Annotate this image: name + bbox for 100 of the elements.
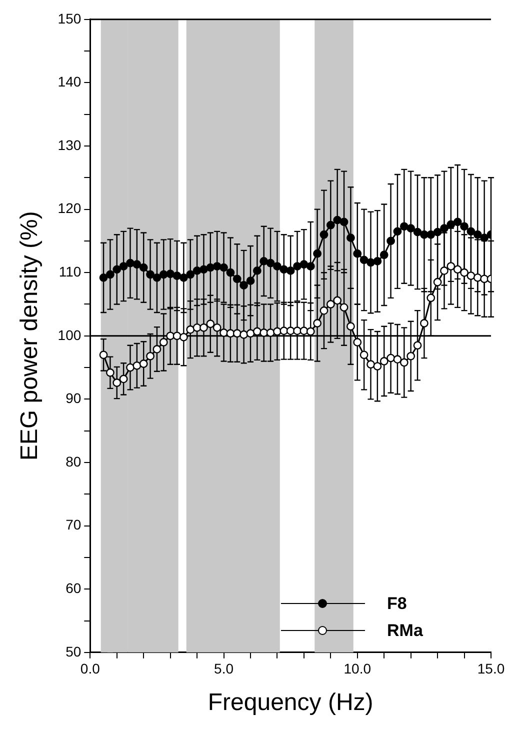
point	[172, 332, 182, 340]
point	[300, 260, 308, 269]
x-tick-label: 15.0	[477, 660, 505, 677]
point	[119, 262, 128, 270]
y-tick-label: 50	[66, 643, 82, 660]
y-tick-label: 110	[58, 263, 82, 280]
point	[406, 352, 416, 360]
point	[480, 274, 489, 284]
point	[226, 268, 235, 277]
y-tick-label: 150	[58, 10, 82, 26]
point	[380, 357, 388, 366]
point	[206, 320, 215, 328]
point	[386, 236, 395, 246]
point	[333, 296, 342, 305]
point	[340, 303, 348, 312]
point	[293, 326, 302, 336]
point	[106, 270, 114, 279]
point	[426, 294, 436, 302]
point	[353, 338, 362, 346]
point	[366, 360, 375, 369]
point	[433, 278, 442, 286]
point	[306, 262, 315, 270]
point	[179, 273, 188, 282]
point	[159, 270, 168, 279]
point	[466, 272, 476, 280]
point	[132, 260, 142, 269]
legend-label: RMa	[387, 620, 423, 641]
point	[152, 344, 162, 354]
y-axis-title: EEG power density (%)	[16, 211, 44, 461]
point	[212, 323, 222, 332]
point	[373, 257, 382, 266]
point	[152, 273, 162, 282]
point	[112, 265, 122, 274]
point	[400, 222, 408, 231]
y-tick-label: 130	[58, 136, 82, 153]
point	[146, 270, 154, 279]
point	[200, 323, 208, 332]
point	[192, 323, 202, 332]
point	[320, 230, 328, 239]
point	[413, 228, 422, 236]
point	[306, 327, 315, 336]
point	[326, 300, 335, 308]
point	[366, 258, 375, 267]
x-tick-label: 5.0	[214, 660, 234, 677]
point	[139, 360, 148, 368]
x-axis-title: Frequency (Hz)	[208, 689, 374, 716]
point	[400, 358, 408, 367]
point	[139, 263, 148, 272]
y-tick-label: 140	[58, 74, 82, 90]
point	[433, 228, 442, 236]
point	[220, 263, 228, 272]
point	[179, 332, 188, 342]
point	[260, 257, 268, 266]
point	[346, 234, 355, 242]
point	[313, 319, 322, 328]
point	[360, 350, 368, 360]
point	[266, 328, 275, 337]
x-tick-label: 0.0	[80, 660, 100, 677]
y-tick-label: 80	[66, 453, 82, 470]
point	[353, 249, 362, 258]
point	[393, 227, 402, 236]
point	[172, 272, 182, 280]
x-tick-label: 10.0	[344, 660, 372, 677]
point	[426, 230, 436, 239]
point	[186, 325, 195, 334]
point	[220, 328, 228, 337]
point	[252, 327, 262, 336]
point	[446, 262, 456, 270]
point	[280, 265, 288, 274]
point	[373, 362, 382, 370]
point	[159, 338, 168, 346]
point	[460, 222, 468, 231]
point	[440, 266, 448, 275]
point	[326, 220, 335, 230]
point	[286, 326, 295, 336]
point	[346, 322, 355, 331]
point	[126, 363, 134, 372]
point	[99, 273, 108, 282]
point	[200, 265, 208, 274]
point	[266, 258, 275, 268]
point	[480, 234, 489, 242]
point	[166, 270, 175, 278]
point	[446, 220, 456, 229]
point	[146, 352, 154, 360]
point	[240, 281, 248, 290]
point	[106, 368, 114, 377]
point	[252, 266, 262, 275]
point	[333, 216, 342, 224]
point	[320, 306, 328, 315]
point	[232, 274, 242, 284]
y-tick-label: 120	[58, 200, 82, 216]
point	[473, 273, 482, 282]
point	[440, 224, 448, 232]
point	[420, 230, 428, 239]
y-tick-label: 100	[58, 326, 82, 343]
point	[413, 341, 422, 350]
y-tick-label: 60	[66, 580, 82, 596]
point	[286, 266, 295, 275]
point	[246, 276, 255, 286]
point	[166, 332, 175, 340]
